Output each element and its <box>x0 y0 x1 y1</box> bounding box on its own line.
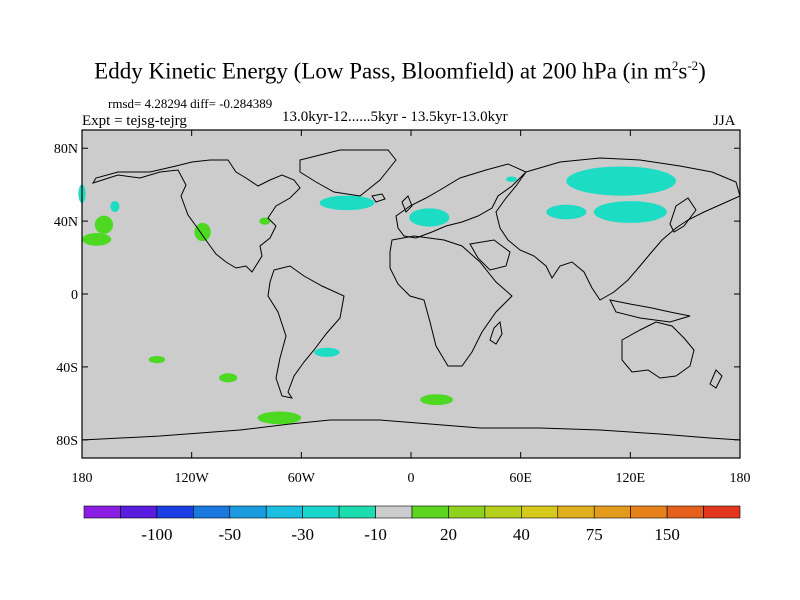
lon-tick-label: 180 <box>730 471 751 486</box>
title-superscript-minus2: -2 <box>687 58 699 73</box>
colorbar-swatch <box>229 505 267 519</box>
colorbar-swatch <box>120 505 158 519</box>
colorbar-label: -50 <box>218 525 241 544</box>
colorbar-label: -100 <box>141 525 172 544</box>
anomaly-region <box>314 347 340 357</box>
lat-tick-label: 80S <box>56 434 78 449</box>
colorbar-swatch <box>593 505 631 519</box>
coast-australia <box>621 321 695 379</box>
anomaly-region <box>257 411 302 425</box>
colorbar-swatch <box>193 505 231 519</box>
map-title: Eddy Kinetic Energy (Low Pass, Bloomfiel… <box>0 58 800 85</box>
title-text: Eddy Kinetic Energy (Low Pass, Bloomfiel… <box>94 58 672 84</box>
anomaly-region <box>110 201 120 213</box>
anomaly-region <box>94 215 114 234</box>
coast-iceland <box>371 193 386 203</box>
anomaly-regions <box>78 166 677 425</box>
anomaly-region <box>409 208 450 227</box>
colorbar-swatch <box>448 505 486 519</box>
colorbar-swatch <box>484 505 522 519</box>
colorbar-label: -10 <box>364 525 387 544</box>
lat-tick-label: 80N <box>54 142 78 157</box>
anomaly-region <box>259 217 271 225</box>
lat-tick-label: 40S <box>56 361 78 376</box>
anomaly-region <box>319 195 375 211</box>
coast-europe <box>395 163 527 239</box>
map-panel: 80N 40N 0 40S 80S 180 120W 60W 0 60E 120E 180 <box>54 129 751 486</box>
colorbar-swatch <box>630 505 668 519</box>
anomaly-region <box>593 201 667 223</box>
colorbar-swatch <box>703 505 741 519</box>
coastlines <box>81 149 741 441</box>
anomaly-region <box>506 176 518 182</box>
colorbar-swatch <box>411 505 449 519</box>
stats-label: rmsd= 4.28294 diff= -0.284389 <box>108 96 273 111</box>
lon-tick-label: 120E <box>616 471 646 486</box>
map-axes: 80N 40N 0 40S 80S 180 120W 60W 0 60E 120E 180 <box>54 130 751 486</box>
colorbar-swatch <box>666 505 704 519</box>
colorbar-swatch <box>338 505 376 519</box>
colorbar-label: 150 <box>654 525 680 544</box>
colorbar-swatch <box>521 505 559 519</box>
coast-asia <box>495 157 741 301</box>
coast-arabia <box>469 239 511 271</box>
anomaly-region <box>148 355 166 364</box>
colorbar-swatch <box>557 505 595 519</box>
coast-south-america <box>267 265 345 399</box>
coast-greenland <box>299 149 397 197</box>
title-unit-s: s <box>678 58 688 84</box>
lat-tick-label: 0 <box>71 288 78 303</box>
lon-tick-label: 120W <box>175 471 210 486</box>
anomaly-region <box>194 222 211 242</box>
anomaly-region <box>566 166 677 196</box>
colorbar-label: 40 <box>513 525 530 544</box>
anomaly-region <box>546 204 587 220</box>
coast-madagascar <box>489 320 503 345</box>
colorbar-swatch <box>83 505 121 519</box>
coast-indonesia <box>609 299 691 323</box>
colorbar-label: 20 <box>440 525 457 544</box>
lon-tick-label: 60E <box>509 471 532 486</box>
coast-africa <box>389 235 513 367</box>
coast-north-america <box>91 159 301 273</box>
colorbar-label: 75 <box>586 525 603 544</box>
lon-tick-label: 0 <box>408 471 415 486</box>
colorbar-swatch <box>302 505 340 519</box>
coast-japan <box>669 197 697 233</box>
title-superscript-2: 2 <box>671 58 679 73</box>
anomaly-region <box>82 232 112 246</box>
lon-tick-label: 180 <box>72 471 93 486</box>
anomaly-region <box>420 394 454 406</box>
coast-new-zealand <box>709 369 723 389</box>
lat-tick-label: 40N <box>54 215 78 230</box>
coast-antarctica <box>81 419 741 441</box>
period-label: 13.0kyr-12......5kyr - 13.5kyr-13.0kyr <box>282 109 508 125</box>
colorbar-swatch <box>265 505 303 519</box>
colorbar-label: -30 <box>291 525 314 544</box>
anomaly-region <box>219 373 238 383</box>
colorbar-swatch <box>375 505 413 519</box>
lon-tick-label: 60W <box>288 471 316 486</box>
colorbar-swatch <box>156 505 194 519</box>
season-label: JJA <box>713 113 736 129</box>
title-close-paren: ) <box>698 58 706 84</box>
coast-british-isles <box>401 195 413 213</box>
colorbar: -100 -50 -30 -10 20 40 75 150 <box>83 505 741 544</box>
experiment-label: Expt = tejsg-tejrg <box>82 113 187 129</box>
